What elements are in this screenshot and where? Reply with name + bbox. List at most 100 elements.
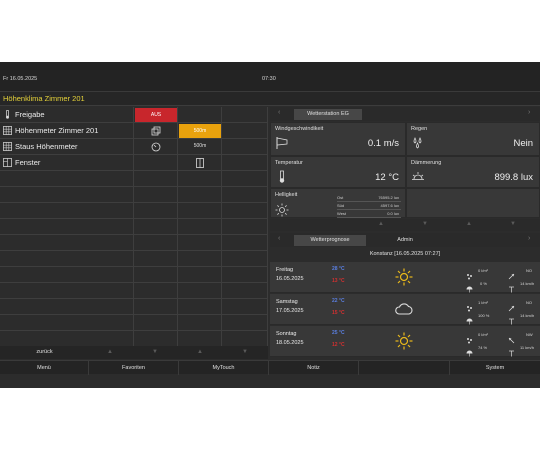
wind-tile: Windgeschwindikeit 0.1 m/s [270,122,406,156]
umbrella-icon [466,344,473,357]
chevron-left-icon[interactable]: ‹ [278,235,281,242]
brightness-tile: Helligkeit Ost 76595.2 lux Süd 4597.6 lux … [270,188,406,218]
wind-value: 0.1 m/s [367,138,399,149]
thermometer-icon [6,110,9,119]
rain-amount-icon [466,331,473,344]
altitude-value-badge[interactable]: 500m [179,124,221,138]
list-item-freigabe[interactable]: Freigabe AUS [0,107,268,123]
chevron-left-icon[interactable]: ‹ [278,109,281,116]
wind-direction-icon [508,267,515,280]
status-badge-aus[interactable]: AUS [135,108,177,122]
page-up-icon[interactable]: ▲ [107,349,113,355]
forecast-precip-prob: 74 % [478,345,488,350]
chevron-right-icon[interactable]: › [528,109,531,116]
forecast-date: 17.05.2025 [276,308,304,314]
forecast-tmin: 12 °C [332,342,345,348]
sun-icon [275,203,289,217]
back-button[interactable]: zurück [36,349,53,355]
chevron-right-icon[interactable]: › [528,235,531,242]
list-item-label: Staus Höhenmeter [15,142,78,151]
tab-wetterstation[interactable]: Wetterstation EG [294,109,362,120]
wind-direction-icon [508,331,515,344]
wind-label: Windgeschwindikeit [275,126,324,132]
forecast-day: Sonntag [276,331,297,337]
weather-station-tabs: ‹ Wetterstation EG › [270,107,540,121]
forecast-wind-speed: 11 km/h [520,345,534,350]
temperature-label: Temperatur [275,160,303,166]
forecast-tabs: ‹ Wetterprognose Admin › [270,233,540,247]
list-item-hoehenmeter-zimmer[interactable]: Höhenmeter Zimmer 201 500m [0,123,268,139]
cloud-icon [395,303,413,315]
layers-icon[interactable] [151,126,161,136]
rain-amount-icon [466,299,473,312]
wind-speed-icon [508,344,515,357]
forecast-tmax: 28 °C [332,266,345,272]
page-down-icon[interactable]: ▼ [242,349,248,355]
dusk-value: 899.8 lux [494,172,533,183]
nav-system-button[interactable]: System [485,365,505,371]
forecast-row: Samstag 17.05.2025 22 °C 15 °C 1 l/m² NO… [270,294,540,325]
list-item [0,283,268,299]
page-down-icon[interactable]: ▼ [152,349,158,355]
altitude-status-value: 500m [193,143,207,149]
left-pager: zurück ▲ ▼ ▲ ▼ [0,346,268,359]
empty-tile [406,188,540,218]
brightness-row-west: West 0.0 lux [337,211,401,218]
forecast-precip-prob: 0 % [480,281,487,286]
nav-mytouch-button[interactable]: MyTouch [179,361,269,375]
dusk-label: Dämmerung [411,160,442,166]
wind-sock-icon [276,137,288,149]
window-state-icon[interactable] [195,158,205,168]
brightness-row-ost: Ost 76595.2 lux [337,195,401,202]
sunset-icon [412,172,424,180]
gauge-icon[interactable] [151,142,161,152]
wind-direction-icon [508,299,515,312]
rain-label: Regen [411,126,428,132]
nav-notiz-button[interactable]: Notiz [269,361,359,375]
forecast-wind-dir: NO [526,268,532,273]
forecast-day: Samstag [276,299,298,305]
raindrops-icon [413,137,422,149]
thermometer-icon [279,170,285,183]
list-item [0,171,268,187]
temperature-value: 12 °C [375,172,399,183]
umbrella-icon [466,312,473,325]
grid-icon [3,142,12,151]
list-item-fenster[interactable]: Fenster [0,155,268,171]
page-down-icon[interactable]: ▼ [422,221,428,227]
page-up-icon[interactable]: ▲ [466,221,472,227]
forecast-tmin: 15 °C [332,310,345,316]
forecast-tmax: 25 °C [332,330,345,336]
nav-menu-button[interactable]: Menü [0,361,89,375]
nav-favoriten-button[interactable]: Favoriten [89,361,179,375]
wind-speed-icon [508,312,515,325]
page-up-icon[interactable]: ▲ [378,221,384,227]
tab-wetterprognose[interactable]: Wetterprognose [294,235,366,246]
page-title-bar: Höhenklima Zimmer 201 [0,92,540,106]
wind-speed-icon [508,280,515,293]
page-title: Höhenklima Zimmer 201 [3,94,85,103]
list-item [0,251,268,267]
forecast-date: 18.05.2025 [276,340,304,346]
forecast-rain: 0 l/m² [478,332,488,337]
app-window: Fr 16.05.2025 07:30 Höhenklima Zimmer 20… [0,62,540,388]
page-up-icon[interactable]: ▲ [197,349,203,355]
list-item-staus-hoehenmeter[interactable]: Staus Höhenmeter 500m [0,139,268,155]
page-down-icon[interactable]: ▼ [510,221,516,227]
forecast-rain: 0 l/m² [478,268,488,273]
forecast-location: Konstanz [16.05.2025 07:27] [369,251,441,257]
grid-icon [3,126,12,135]
forecast-wind-dir: NW [526,332,533,337]
rain-amount-icon [466,267,473,280]
current-time: 07:30 [262,76,276,82]
forecast-tmax: 22 °C [332,298,345,304]
brightness-row-sued: Süd 4597.6 lux [337,203,401,210]
list-item-label: Höhenmeter Zimmer 201 [15,126,99,135]
nav-empty-button[interactable] [359,361,450,375]
list-item [0,315,268,331]
tab-admin[interactable]: Admin [397,237,413,243]
list-item [0,331,268,347]
list-item [0,203,268,219]
list-item [0,235,268,251]
current-date: Fr 16.05.2025 [3,76,38,82]
